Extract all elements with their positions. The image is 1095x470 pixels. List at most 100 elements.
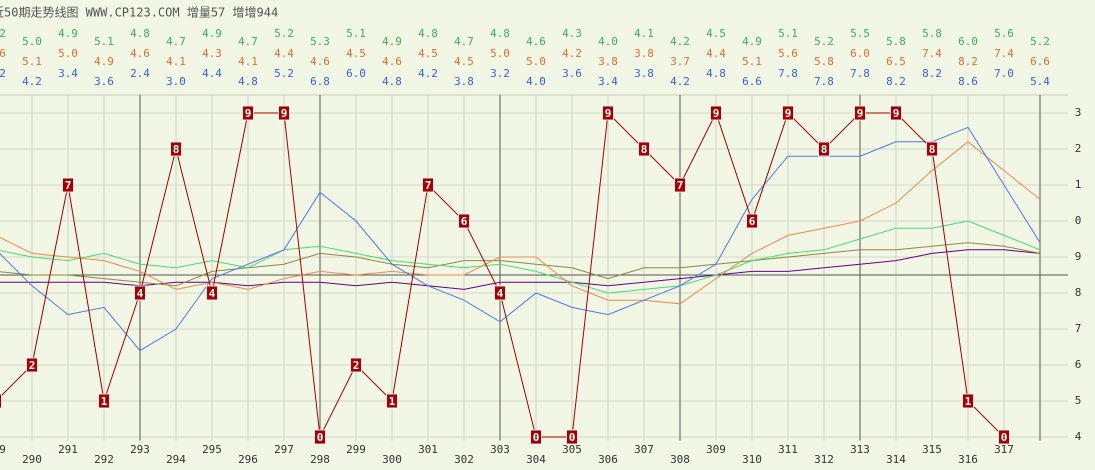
value-label: 7.4 bbox=[922, 47, 942, 60]
y-tick-label: 2 bbox=[1075, 142, 1082, 155]
x-tick-label: 298 bbox=[310, 453, 330, 466]
value-label: 8.2 bbox=[886, 75, 906, 88]
x-tick-label: 293 bbox=[130, 443, 150, 456]
value-label: 8.2 bbox=[958, 55, 978, 68]
value-label: 4.0 bbox=[526, 75, 546, 88]
value-label: 4.5 bbox=[706, 27, 726, 40]
value-label: 4.5 bbox=[418, 47, 438, 60]
marker-label: 7 bbox=[677, 179, 684, 192]
value-label: 4.2 bbox=[562, 47, 582, 60]
value-label: 5.4 bbox=[1030, 75, 1050, 88]
value-label: 3.2 bbox=[490, 67, 510, 80]
value-label: 4.6 bbox=[310, 55, 330, 68]
marker-label: 9 bbox=[281, 107, 288, 120]
x-tick-label: 301 bbox=[418, 443, 438, 456]
value-label: 4.2 bbox=[418, 67, 438, 80]
x-tick-label: 291 bbox=[58, 443, 78, 456]
marker bbox=[674, 177, 686, 193]
marker-label: 7 bbox=[425, 179, 432, 192]
value-label: 3.8 bbox=[598, 55, 618, 68]
marker-label: 4 bbox=[497, 287, 504, 300]
marker-label: 0 bbox=[317, 431, 324, 444]
value-label: 5.1 bbox=[346, 27, 366, 40]
value-label: 5.0 bbox=[58, 47, 78, 60]
value-label: 6.8 bbox=[310, 75, 330, 88]
value-label: 3.6 bbox=[562, 67, 582, 80]
y-tick-label: 9 bbox=[1075, 250, 1082, 263]
value-label: 7.8 bbox=[850, 67, 870, 80]
y-tick-label: 1 bbox=[1075, 178, 1082, 191]
marker-label: 1 bbox=[389, 395, 396, 408]
value-label: 4.6 bbox=[382, 55, 402, 68]
x-tick-label: 290 bbox=[22, 453, 42, 466]
y-tick-label: 4 bbox=[1075, 430, 1082, 443]
x-tick-label: 310 bbox=[742, 453, 762, 466]
value-label: 4.5 bbox=[346, 47, 366, 60]
value-label: 7.8 bbox=[814, 75, 834, 88]
marker bbox=[62, 177, 74, 193]
value-label: 5.2 bbox=[274, 67, 294, 80]
marker bbox=[494, 285, 506, 301]
value-label: 4.4 bbox=[202, 67, 222, 80]
marker-label: 9 bbox=[605, 107, 612, 120]
marker-label: 9 bbox=[857, 107, 864, 120]
value-label: 5.2 bbox=[814, 35, 834, 48]
y-tick-label: 5 bbox=[1075, 394, 1082, 407]
marker-label: 0 bbox=[533, 431, 540, 444]
value-label: 5.8 bbox=[922, 27, 942, 40]
value-label: 4.2 bbox=[670, 75, 690, 88]
series-line bbox=[0, 249, 1041, 290]
x-tick-label: 315 bbox=[922, 443, 942, 456]
value-label: 5.2 bbox=[274, 27, 294, 40]
value-label: 4.9 bbox=[382, 35, 402, 48]
x-tick-label: 307 bbox=[634, 443, 654, 456]
marker bbox=[350, 357, 362, 373]
marker bbox=[854, 105, 866, 121]
value-label: 5.2 bbox=[0, 67, 6, 80]
value-label: 4.7 bbox=[238, 35, 258, 48]
x-tick-label: 306 bbox=[598, 453, 618, 466]
value-label: 5.0 bbox=[490, 47, 510, 60]
value-label: 4.8 bbox=[706, 67, 726, 80]
value-label: 4.8 bbox=[418, 27, 438, 40]
marker bbox=[134, 285, 146, 301]
marker-label: 0 bbox=[569, 431, 576, 444]
value-label: 4.0 bbox=[598, 35, 618, 48]
x-tick-label: 295 bbox=[202, 443, 222, 456]
x-tick-label: 304 bbox=[526, 453, 546, 466]
value-label: 5.6 bbox=[994, 27, 1014, 40]
value-label: 4.6 bbox=[526, 35, 546, 48]
value-label: 5.2 bbox=[1030, 35, 1050, 48]
value-label: 7.4 bbox=[994, 47, 1014, 60]
marker-label: 1 bbox=[101, 395, 108, 408]
value-label: 4.6 bbox=[130, 47, 150, 60]
series-line bbox=[0, 242, 1041, 287]
series-line bbox=[0, 141, 1041, 305]
x-tick-label: 303 bbox=[490, 443, 510, 456]
value-label: 5.1 bbox=[22, 55, 42, 68]
value-label: 8.6 bbox=[958, 75, 978, 88]
value-label: 5.3 bbox=[310, 35, 330, 48]
value-label: 8.2 bbox=[922, 67, 942, 80]
value-label: 4.2 bbox=[22, 75, 42, 88]
marker-label: 6 bbox=[749, 215, 756, 228]
marker-label: 0 bbox=[1001, 431, 1008, 444]
value-label: 6.0 bbox=[850, 47, 870, 60]
marker bbox=[962, 393, 974, 409]
x-tick-label: 302 bbox=[454, 453, 474, 466]
marker bbox=[242, 105, 254, 121]
value-label: 5.2 bbox=[0, 27, 6, 40]
series-line bbox=[0, 220, 1041, 294]
marker bbox=[0, 393, 2, 409]
x-tick-label: 311 bbox=[778, 443, 798, 456]
value-label: 3.4 bbox=[598, 75, 618, 88]
x-tick-label: 296 bbox=[238, 453, 258, 466]
x-tick-label: 309 bbox=[706, 443, 726, 456]
value-label: 4.9 bbox=[742, 35, 762, 48]
x-tick-label: 317 bbox=[994, 443, 1014, 456]
marker bbox=[530, 429, 542, 445]
marker-label: 8 bbox=[821, 143, 828, 156]
marker bbox=[170, 141, 182, 157]
